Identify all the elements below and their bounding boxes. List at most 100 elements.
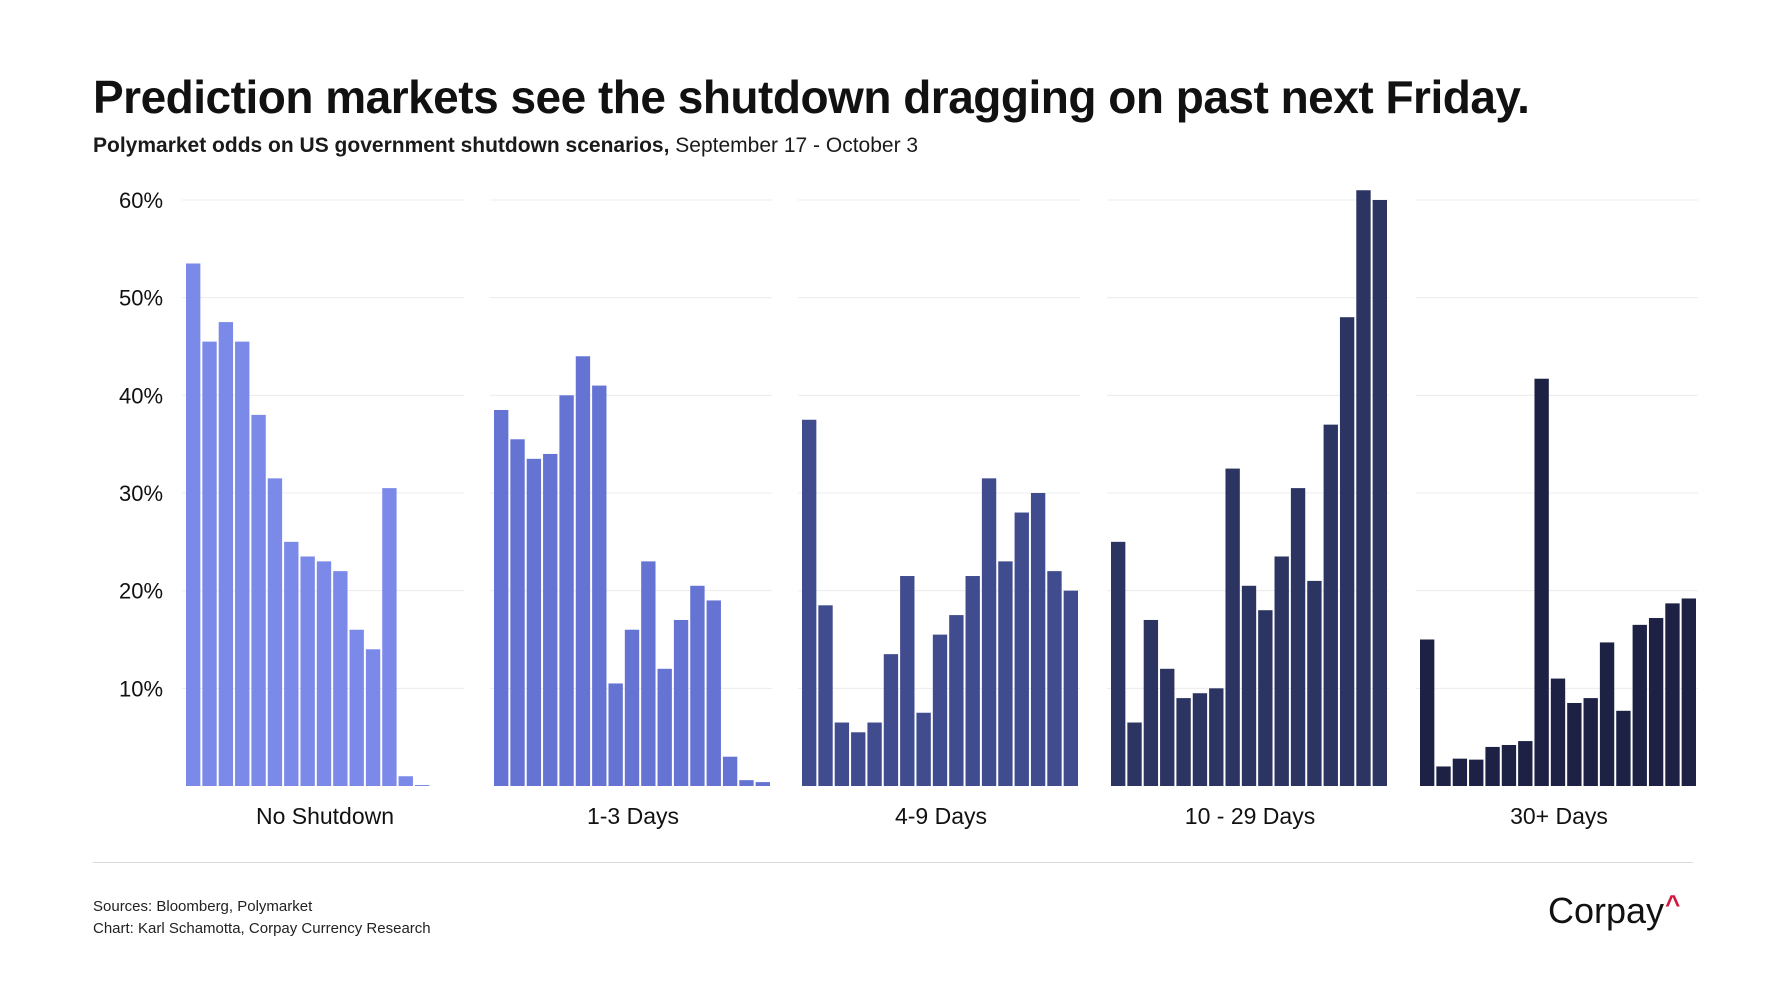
bar [1225, 468, 1240, 786]
subtitle-main: Polymarket odds on US government shutdow… [93, 134, 670, 157]
chart-title: Prediction markets see the shutdown drag… [93, 71, 1530, 123]
bar-chart: 10% 20% 30% 40% 50% 60% No Shutdown 1-3 Days 4-9… [119, 188, 1698, 829]
bar [1323, 424, 1338, 786]
x-category-label: 1-3 Days [587, 803, 679, 829]
logo-text: Corpay [1548, 890, 1665, 931]
y-tick-label: 10% [119, 676, 163, 701]
bar [608, 683, 623, 786]
bar [641, 561, 656, 786]
y-tick-label: 40% [119, 383, 163, 408]
bar [851, 732, 866, 786]
bar [1469, 759, 1484, 786]
logo-caret-icon: ^ [1665, 889, 1681, 919]
bar [398, 776, 413, 786]
bar [1160, 668, 1175, 786]
bar [755, 782, 770, 786]
bar [592, 385, 607, 786]
bar [657, 668, 672, 786]
bar [559, 395, 574, 786]
chart-credit-line: Chart: Karl Schamotta, Corpay Currency R… [93, 920, 431, 937]
bar [1290, 488, 1306, 786]
bar [867, 722, 882, 786]
bar [1632, 624, 1647, 786]
bar [543, 453, 558, 786]
bar [1420, 639, 1435, 786]
bar [1665, 603, 1680, 786]
x-category-label: 10 - 29 Days [1185, 803, 1315, 829]
bar [218, 322, 234, 786]
bar [1030, 493, 1046, 786]
x-category-label: No Shutdown [256, 803, 394, 829]
bar [673, 619, 689, 786]
bar [382, 488, 397, 786]
y-tick-label: 50% [119, 286, 163, 311]
bar [235, 341, 250, 786]
y-tick-label: 20% [119, 579, 163, 604]
chart-subtitle: Polymarket odds on US government shutdow… [93, 134, 918, 158]
bar [1372, 200, 1387, 786]
bar [706, 600, 721, 786]
bar [1014, 512, 1029, 786]
y-tick-label: 60% [119, 188, 163, 213]
bar [818, 605, 833, 786]
bar [932, 634, 948, 786]
bar [510, 439, 525, 786]
bar [1143, 619, 1159, 786]
bar [1356, 190, 1371, 786]
bar [1501, 744, 1517, 786]
bar [1436, 766, 1451, 786]
bar [1209, 688, 1224, 786]
bar [1241, 585, 1257, 786]
bar [316, 561, 332, 786]
bar [575, 356, 591, 786]
bar [965, 576, 980, 786]
bar [186, 263, 201, 786]
bar [1452, 758, 1468, 786]
bar [1648, 618, 1664, 786]
bar [1258, 610, 1273, 786]
bar [883, 654, 899, 786]
corpay-logo: Corpay^ [1548, 889, 1681, 932]
y-tick-label: 30% [119, 481, 163, 506]
bar [1567, 702, 1582, 786]
bar [1599, 642, 1615, 786]
subtitle-date-range: September 17 - October 3 [669, 134, 919, 157]
bar [494, 409, 509, 786]
x-category-label: 4-9 Days [895, 803, 987, 829]
bar [722, 756, 738, 786]
bar [1176, 698, 1191, 786]
bar [1063, 590, 1078, 786]
bar [1616, 710, 1631, 786]
bar [251, 414, 266, 786]
bar [1550, 678, 1566, 786]
footer-divider [93, 862, 1693, 863]
bar [526, 458, 542, 786]
bar [300, 556, 315, 786]
bar [1681, 598, 1696, 786]
bar [949, 615, 964, 786]
bar [284, 541, 299, 786]
bar [916, 712, 931, 786]
bar [1274, 556, 1289, 786]
bar [1339, 317, 1355, 786]
bar [1111, 541, 1126, 786]
bar [690, 585, 705, 786]
bar [349, 629, 364, 786]
bar [267, 478, 283, 786]
bar [414, 785, 430, 786]
bar [202, 341, 217, 786]
bar [1047, 571, 1062, 786]
bar [1485, 746, 1500, 786]
bar [1192, 693, 1208, 786]
bar [1518, 741, 1533, 786]
bar [900, 576, 915, 786]
bar [1307, 580, 1322, 786]
bar [365, 649, 381, 786]
sources-line: Sources: Bloomberg, Polymarket [93, 898, 313, 915]
bar [981, 478, 997, 786]
bar [834, 722, 850, 786]
bar [1534, 378, 1549, 786]
bar [1127, 722, 1142, 786]
bar [624, 629, 640, 786]
x-category-label: 30+ Days [1510, 803, 1608, 829]
